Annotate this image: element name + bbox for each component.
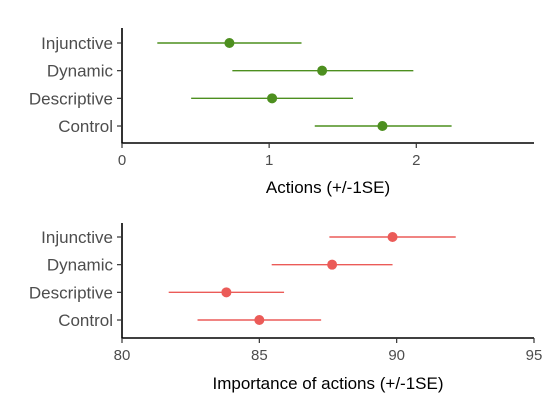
importance-category-label: Injunctive [41,228,113,247]
importance-data-point [387,232,398,242]
importance-x-tick-label: 90 [388,347,405,364]
actions-x-tick-label: 0 [118,152,126,169]
importance-data-point [254,315,265,326]
importance-x-tick-label: 85 [251,347,268,364]
actions-data-point [317,65,328,76]
importance-category-label: Control [58,311,113,330]
importance-data-point [221,287,232,298]
importance-x-tick-label: 95 [526,347,543,364]
actions-data-point [267,93,278,104]
actions-category-label: Dynamic [47,62,114,81]
actions-category-label: Control [58,117,113,136]
importance-x-axis-title: Importance of actions (+/-1SE) [212,374,443,393]
importance-x-tick-label: 80 [114,347,131,364]
importance-data-point [327,259,338,270]
actions-x-tick-label: 2 [412,152,420,169]
actions-category-label: Injunctive [41,34,113,53]
actions-data-point [224,38,235,48]
importance-category-label: Dynamic [47,256,114,275]
actions-data-point [377,121,388,132]
actions-x-tick-label: 1 [265,152,273,169]
importance-category-label: Descriptive [29,283,113,302]
actions-category-label: Descriptive [29,89,113,108]
actions-x-axis-title: Actions (+/-1SE) [266,178,390,197]
